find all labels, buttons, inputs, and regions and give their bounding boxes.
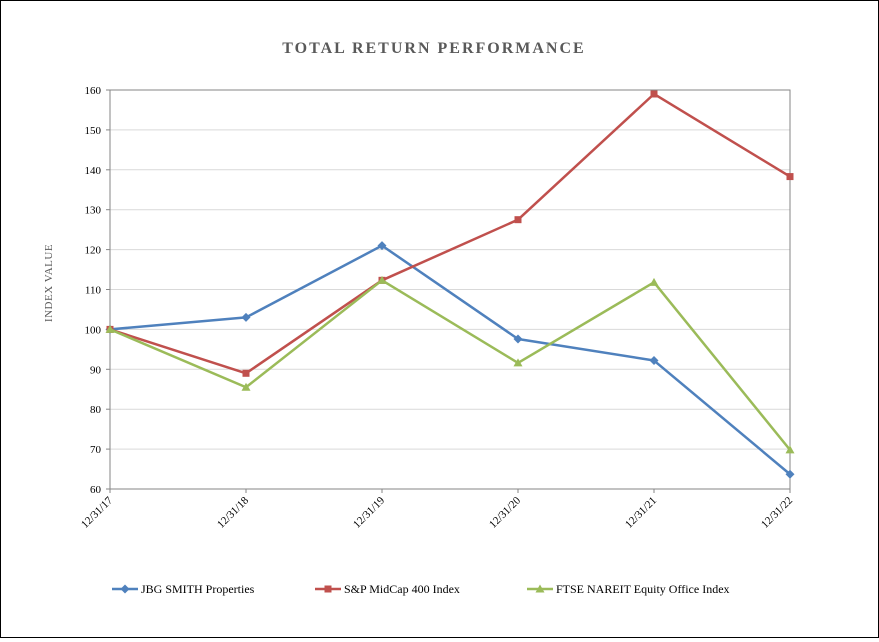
legend-label-1: S&P MidCap 400 Index — [344, 582, 460, 596]
series-1-point-1 — [242, 369, 250, 377]
y-tick-label-60: 60 — [90, 484, 102, 496]
series-2-point-4 — [649, 277, 659, 286]
series-2-point-3 — [513, 358, 523, 367]
x-tick-label-1: 12/31/18 — [215, 494, 251, 530]
x-tick-label-4: 12/31/21 — [623, 495, 659, 531]
series-1-point-3 — [514, 216, 522, 224]
series-line-2 — [109, 279, 791, 451]
x-tick-label-5: 12/31/22 — [759, 495, 795, 531]
gridlines — [110, 129, 790, 450]
y-tick-label-80: 80 — [90, 404, 102, 416]
series-0 — [105, 241, 795, 479]
y-tick-label-120: 120 — [85, 245, 102, 257]
x-tick-label-2: 12/31/19 — [351, 494, 387, 530]
series-0-point-3 — [513, 334, 523, 344]
series-0-point-2 — [377, 241, 387, 251]
legend-item-1: S&P MidCap 400 Index — [315, 582, 460, 596]
legend-item-0: JBG SMITH Properties — [112, 582, 255, 596]
x-tick-label-0: 12/31/17 — [79, 494, 115, 530]
chart-title: TOTAL RETURN PERFORMANCE — [282, 40, 585, 57]
y-tick-label-130: 130 — [85, 205, 102, 217]
y-tick-label-150: 150 — [85, 125, 102, 137]
series-1-point-4 — [650, 90, 658, 98]
series-line-1 — [109, 92, 791, 375]
legend-marker-2 — [535, 584, 545, 593]
series-2-point-5 — [785, 445, 795, 454]
y-tick-label-110: 110 — [85, 285, 102, 297]
legend: JBG SMITH Properties S&P MidCap 400 Index… — [112, 582, 730, 596]
series-line-0 — [109, 244, 791, 476]
y-tick-label-100: 100 — [85, 324, 102, 336]
y-axis-label: INDEX VALUE — [43, 244, 55, 322]
y-tick-label-160: 160 — [85, 85, 102, 97]
series-2-point-1 — [241, 382, 251, 391]
series-0-point-4 — [649, 356, 659, 366]
legend-label-2: FTSE NAREIT Equity Office Index — [556, 582, 730, 596]
legend-marker-0 — [120, 584, 130, 594]
x-tick-label-3: 12/31/20 — [487, 494, 523, 530]
series-1 — [106, 90, 794, 377]
series-2-point-2 — [377, 275, 387, 284]
y-tick-label-70: 70 — [90, 444, 102, 456]
legend-marker-1 — [324, 585, 332, 593]
y-tick-label-140: 140 — [85, 165, 102, 177]
series-2-point-0 — [105, 324, 115, 333]
x-axis-ticks: 12/31/17 12/31/18 12/31/19 12/31/20 12/31/21… — [79, 489, 795, 531]
legend-label-0: JBG SMITH Properties — [141, 582, 255, 596]
y-tick-label-90: 90 — [90, 364, 102, 376]
series-0-point-5 — [785, 469, 795, 479]
series-0-point-1 — [241, 312, 251, 322]
series-group — [105, 90, 795, 479]
series-2 — [105, 275, 795, 454]
series-1-point-5 — [786, 173, 794, 181]
legend-item-2: FTSE NAREIT Equity Office Index — [527, 582, 730, 596]
y-axis-ticks: 60 70 80 90 100 110 120 130 140 150 160 — [85, 85, 110, 496]
